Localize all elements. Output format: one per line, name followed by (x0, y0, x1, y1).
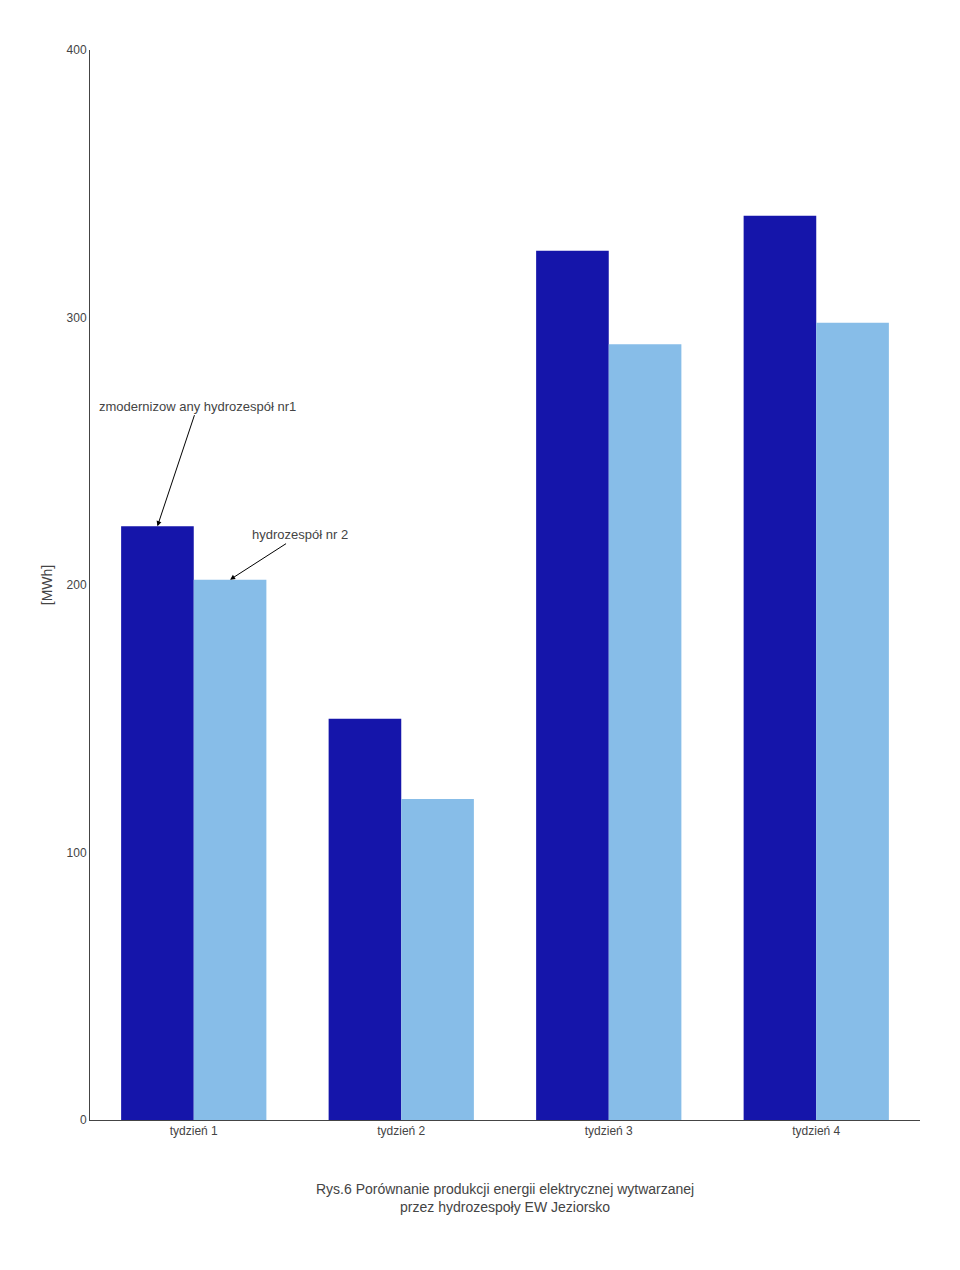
svg-text:tydzień 1: tydzień 1 (170, 1124, 218, 1138)
svg-text:0: 0 (80, 1113, 87, 1127)
svg-text:tydzień 3: tydzień 3 (585, 1124, 633, 1138)
svg-text:[MWh]: [MWh] (39, 565, 55, 605)
svg-text:400: 400 (67, 43, 87, 57)
svg-text:zmodernizow any hydrozespół nr: zmodernizow any hydrozespół nr1 (99, 399, 296, 414)
svg-text:100: 100 (67, 846, 87, 860)
svg-text:200: 200 (67, 578, 87, 592)
svg-text:300: 300 (67, 311, 87, 325)
svg-text:tydzień 4: tydzień 4 (792, 1124, 840, 1138)
svg-text:Rys.6 Porównanie produkcji ene: Rys.6 Porównanie produkcji energii elekt… (316, 1181, 694, 1215)
svg-text:tydzień 2: tydzień 2 (377, 1124, 425, 1138)
svg-text:hydrozespół nr 2: hydrozespół nr 2 (252, 527, 348, 542)
